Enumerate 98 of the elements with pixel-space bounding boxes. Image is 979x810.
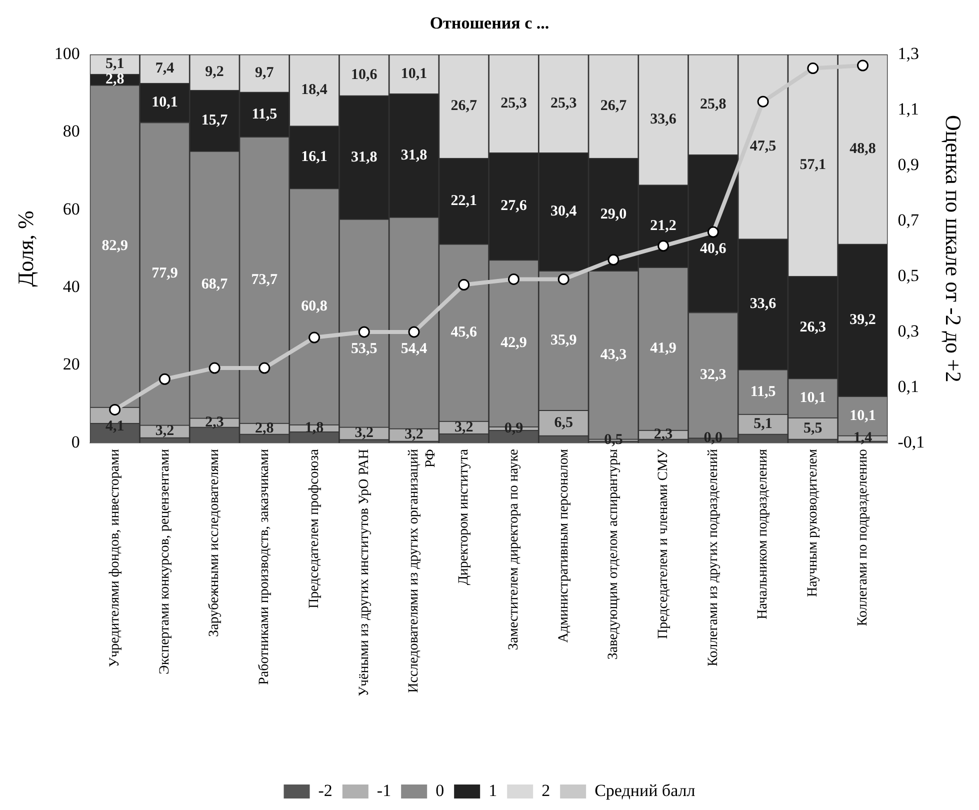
data-label: 53,5 <box>351 340 378 357</box>
data-label: 10,1 <box>850 408 876 424</box>
data-label: 2,3 <box>205 414 224 430</box>
y2-tick-label: 1,1 <box>898 99 919 118</box>
x-tick-label: Директором института <box>456 448 472 586</box>
y2-tick-label: 0,7 <box>898 210 920 230</box>
data-label: 40,6 <box>700 240 727 257</box>
data-label: 3,2 <box>155 423 174 440</box>
y-tick-label: 40 <box>62 277 80 296</box>
legend-label: 1 <box>488 780 498 800</box>
x-tick-label: Исследователями из других организаций РФ <box>406 448 438 693</box>
legend-label: Средний балл <box>594 780 696 800</box>
data-label: 47,5 <box>750 138 776 155</box>
y-tick-label: 80 <box>62 122 80 141</box>
data-label: 25,3 <box>550 95 577 112</box>
data-label: 6,5 <box>554 414 573 431</box>
x-tick-label: Председателем профсоюза <box>306 448 322 609</box>
data-label: 3,2 <box>454 419 474 436</box>
data-label: 2,8 <box>105 72 124 88</box>
data-label: 30,4 <box>550 204 578 220</box>
data-label: 22,1 <box>450 192 477 209</box>
y2-tick-label: -0,1 <box>898 432 925 452</box>
y2-tick-label: 0,3 <box>898 321 919 340</box>
data-label: 2,8 <box>255 420 274 436</box>
data-label: 42,9 <box>500 335 527 352</box>
data-label: 57,1 <box>800 157 826 174</box>
data-label: 10,1 <box>800 390 826 406</box>
data-label: 18,4 <box>301 82 328 98</box>
x-tick-label: Работниками производств, заказчиками <box>257 448 272 685</box>
x-tick-label: Коллегами по подразделению <box>855 449 870 626</box>
data-label: 5,1 <box>105 56 124 72</box>
x-tick-label: Коллегами из других подразделений <box>706 448 721 666</box>
x-tick-label: Административным персоналом <box>556 448 572 643</box>
data-label: 10,1 <box>152 94 178 111</box>
x-tick-label: Учёными из других институтов УрО РАН <box>356 449 372 696</box>
data-label: 43,3 <box>600 346 627 363</box>
legend-label: 2 <box>542 780 550 800</box>
data-label: 26,7 <box>450 98 478 114</box>
x-tick-label: Зарубежными исследователями <box>207 448 222 637</box>
y2-tick-label: 0,5 <box>898 266 919 285</box>
data-label: 11,5 <box>252 106 278 122</box>
data-label: 10,6 <box>351 66 378 83</box>
data-label: 73,7 <box>251 272 278 288</box>
x-tick-label: Экспертами конкурсов, рецензентами <box>157 448 172 674</box>
x-tick-label: Председателем и членами СМУ <box>656 448 671 640</box>
x-tick-label: Заместителем директора по науке <box>506 449 522 650</box>
y-tick-label: 0 <box>71 432 80 452</box>
data-label: 4,1 <box>105 418 124 435</box>
data-label: 27,6 <box>500 198 528 214</box>
legend-label: -2 <box>318 780 332 800</box>
data-label: 82,9 <box>102 238 128 254</box>
data-label: 25,3 <box>500 95 527 112</box>
data-label: 25,8 <box>700 96 726 112</box>
data-label: 33,6 <box>750 296 777 312</box>
data-label: 41,9 <box>650 340 676 357</box>
data-label: 9,7 <box>255 65 274 82</box>
data-label: 15,7 <box>201 112 228 129</box>
data-label: 77,9 <box>152 266 178 282</box>
y2-axis-title: Оценка по шкале от -2 до +2 <box>941 115 966 382</box>
data-label: 5,1 <box>754 416 772 432</box>
data-label: 54,4 <box>400 340 428 357</box>
data-label: 10,1 <box>400 66 428 82</box>
data-label: 35,9 <box>550 332 577 348</box>
legend-label: 0 <box>436 780 444 800</box>
data-label: 21,2 <box>650 218 676 234</box>
data-label: 39,2 <box>850 312 876 328</box>
y-axis-title: Доля, % <box>12 210 38 287</box>
y-tick-label: 100 <box>54 44 80 63</box>
data-label: 33,6 <box>650 112 677 128</box>
x-tick-label: Учредителями фондов, инвесторами <box>108 448 123 668</box>
y2-tick-label: 0,9 <box>898 154 919 174</box>
data-label: 60,8 <box>301 298 328 314</box>
data-label: 68,7 <box>201 276 228 293</box>
y2-tick-label: 0,1 <box>898 376 919 396</box>
data-label: 31,8 <box>400 147 428 164</box>
x-tick-label: Заведующим отделом аспирантуры <box>606 448 622 660</box>
data-label: 11,5 <box>750 384 776 400</box>
data-label: 48,8 <box>850 141 876 158</box>
chart-title: Отношения с ... <box>430 14 550 33</box>
data-label: 3,2 <box>404 426 424 443</box>
legend-label: -1 <box>376 780 392 800</box>
x-tick-label: Научным руководителем <box>806 448 821 597</box>
data-label: 3,2 <box>354 425 374 442</box>
data-label: 45,6 <box>450 324 478 341</box>
data-label: 31,8 <box>351 149 378 166</box>
data-label: 26,7 <box>600 98 628 114</box>
data-label: 16,1 <box>301 149 328 166</box>
x-tick-label: Начальником подразделения <box>756 448 771 620</box>
y-tick-label: 20 <box>62 354 80 374</box>
data-label: 5,5 <box>804 420 822 436</box>
data-label: 2,3 <box>654 426 673 443</box>
data-label: 29,0 <box>600 206 627 222</box>
data-label: 9,2 <box>205 64 224 80</box>
y-tick-label: 60 <box>62 199 80 218</box>
data-label: 32,3 <box>700 367 726 384</box>
data-label: 7,4 <box>155 60 175 77</box>
y2-tick-label: 1,3 <box>898 44 919 63</box>
data-label: 26,3 <box>800 319 826 336</box>
